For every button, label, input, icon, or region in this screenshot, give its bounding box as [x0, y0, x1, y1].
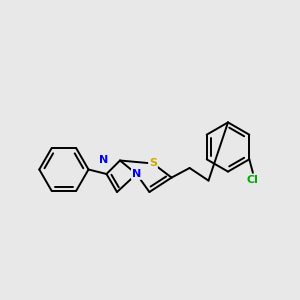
Text: Cl: Cl — [247, 175, 259, 185]
Text: S: S — [149, 158, 157, 169]
Text: N: N — [132, 169, 141, 179]
Text: N: N — [99, 155, 108, 165]
